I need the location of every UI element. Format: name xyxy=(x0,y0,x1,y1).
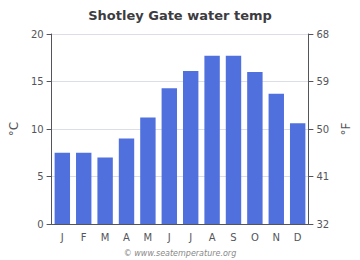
svg-text:M: M xyxy=(144,232,153,243)
svg-text:15: 15 xyxy=(31,76,44,87)
svg-text:50: 50 xyxy=(316,124,329,135)
svg-text:D: D xyxy=(294,232,302,243)
svg-text:Shotley Gate water temp: Shotley Gate water temp xyxy=(88,8,272,23)
svg-text:5: 5 xyxy=(37,171,43,182)
svg-text:32: 32 xyxy=(316,219,329,230)
svg-text:0: 0 xyxy=(37,219,43,230)
svg-text:°F: °F xyxy=(339,122,353,135)
svg-text:M: M xyxy=(101,232,110,243)
svg-text:© www.seatemperature.org: © www.seatemperature.org xyxy=(124,249,236,258)
svg-text:°C: °C xyxy=(7,122,21,136)
svg-text:O: O xyxy=(251,232,259,243)
svg-text:F: F xyxy=(81,232,87,243)
svg-text:J: J xyxy=(188,232,192,243)
svg-text:A: A xyxy=(209,232,216,243)
svg-text:J: J xyxy=(60,232,64,243)
svg-text:59: 59 xyxy=(316,76,329,87)
svg-text:68: 68 xyxy=(316,29,329,40)
svg-text:41: 41 xyxy=(316,171,329,182)
svg-text:S: S xyxy=(230,232,236,243)
svg-text:A: A xyxy=(123,232,130,243)
svg-text:J: J xyxy=(167,232,171,243)
svg-text:10: 10 xyxy=(31,124,44,135)
svg-text:20: 20 xyxy=(31,29,44,40)
svg-text:N: N xyxy=(273,232,280,243)
